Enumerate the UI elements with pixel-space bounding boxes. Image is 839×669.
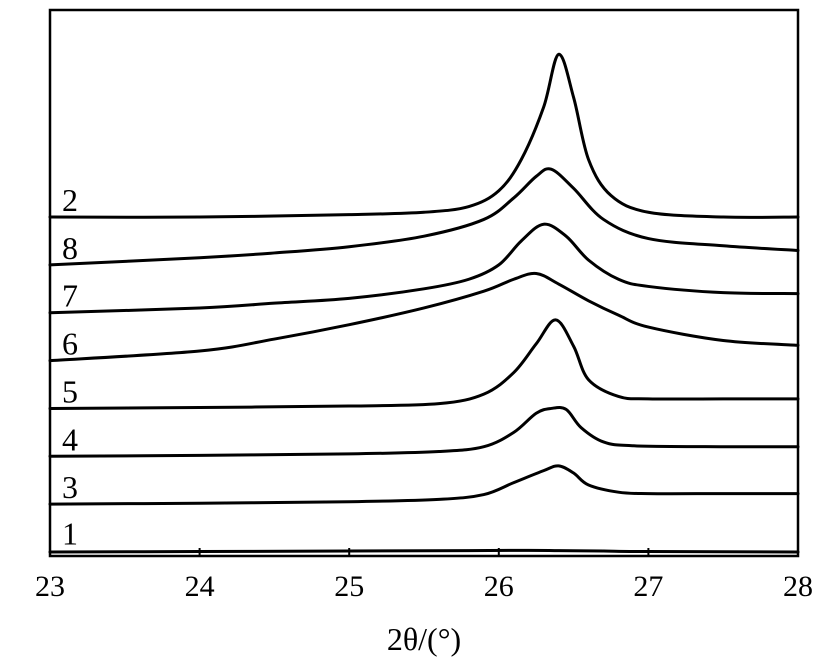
curve-2 — [48, 52, 800, 219]
x-tick-labels-group: 23 24 25 26 27 28 — [35, 570, 813, 603]
curve-label-1: 1 — [62, 516, 78, 552]
curve-label-5: 5 — [62, 373, 78, 409]
curve-labels-group: 1 3 4 5 6 7 8 2 — [62, 182, 78, 552]
curve-8 — [48, 167, 800, 267]
curve-label-6: 6 — [62, 326, 78, 362]
x-tick-label: 27 — [633, 570, 663, 603]
x-tick-label: 25 — [334, 570, 364, 603]
plot-frame — [48, 8, 800, 558]
x-tick-label: 26 — [484, 570, 514, 603]
x-tick-label: 28 — [783, 570, 813, 603]
curve-4 — [48, 405, 800, 458]
curves-group — [48, 52, 800, 554]
curve-5 — [48, 318, 800, 410]
x-tick-label: 23 — [35, 570, 65, 603]
curve-label-8: 8 — [62, 230, 78, 266]
curve-label-7: 7 — [62, 278, 78, 314]
x-ticks-group — [49, 548, 799, 556]
x-axis-label: 2θ/(°) — [387, 621, 461, 657]
curve-3 — [48, 464, 800, 506]
curve-label-3: 3 — [62, 469, 78, 505]
curve-6 — [48, 271, 800, 363]
curve-label-2: 2 — [62, 182, 78, 218]
curve-7 — [48, 222, 800, 315]
curve-label-4: 4 — [62, 421, 78, 457]
curve-1 — [48, 548, 800, 554]
x-tick-label: 24 — [185, 570, 215, 603]
